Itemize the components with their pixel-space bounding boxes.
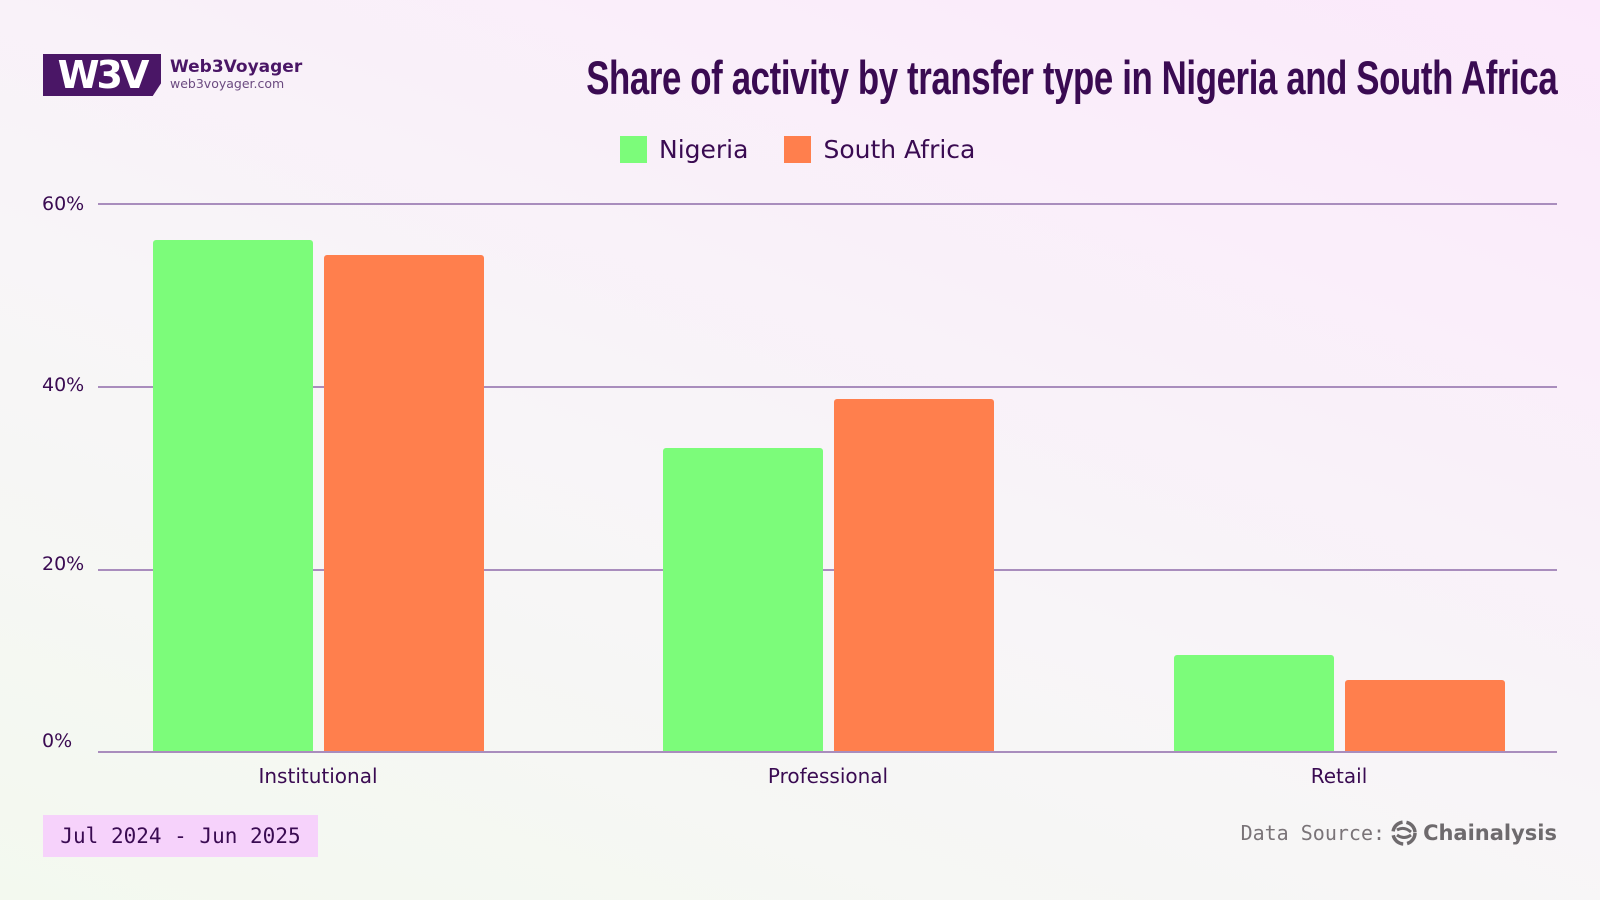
brand-name: Web3Voyager bbox=[170, 57, 303, 78]
bar-south-africa-retail bbox=[1344, 679, 1505, 751]
legend-swatch-nigeria bbox=[620, 136, 647, 163]
x-label-professional: Professional bbox=[767, 764, 889, 788]
bar-south-africa-professional bbox=[833, 399, 994, 751]
y-tick-60: 60% bbox=[42, 193, 85, 215]
chart-legend: Nigeria South Africa bbox=[620, 135, 975, 164]
brand-logo: W3V Web3Voyager web3voyager.com bbox=[43, 54, 302, 96]
chainalysis-logo-icon bbox=[1391, 820, 1417, 846]
gridline-20 bbox=[98, 569, 1557, 571]
legend-label-nigeria: Nigeria bbox=[659, 135, 749, 164]
x-label-retail: Retail bbox=[1310, 764, 1368, 788]
brand-text: Web3Voyager web3voyager.com bbox=[170, 59, 302, 91]
bar-nigeria-professional bbox=[662, 447, 823, 751]
legend-label-south-africa: South Africa bbox=[823, 135, 976, 164]
y-tick-0: 0% bbox=[42, 730, 73, 752]
w3v-logo-mark: W3V bbox=[43, 54, 161, 96]
legend-item-south-africa: South Africa bbox=[784, 135, 975, 164]
x-axis-line bbox=[98, 751, 1557, 753]
data-source: Data Source: Chainalysis bbox=[1241, 820, 1557, 846]
chart-title: Share of activity by transfer type in Ni… bbox=[585, 51, 1557, 104]
source-brand: Chainalysis bbox=[1423, 821, 1557, 845]
brand-url: web3voyager.com bbox=[170, 76, 285, 92]
date-range-badge: Jul 2024 - Jun 2025 bbox=[43, 815, 318, 857]
y-tick-40: 40% bbox=[42, 374, 85, 396]
bar-south-africa-institutional bbox=[323, 255, 484, 751]
bar-nigeria-retail bbox=[1173, 655, 1334, 751]
gridline-60 bbox=[98, 203, 1557, 205]
bar-nigeria-institutional bbox=[152, 239, 313, 751]
y-tick-20: 20% bbox=[42, 553, 85, 575]
gridline-40 bbox=[98, 386, 1557, 388]
legend-item-nigeria: Nigeria bbox=[620, 135, 748, 164]
legend-swatch-south-africa bbox=[784, 136, 812, 163]
x-label-institutional: Institutional bbox=[258, 764, 378, 788]
source-label: Data Source: bbox=[1240, 821, 1386, 845]
